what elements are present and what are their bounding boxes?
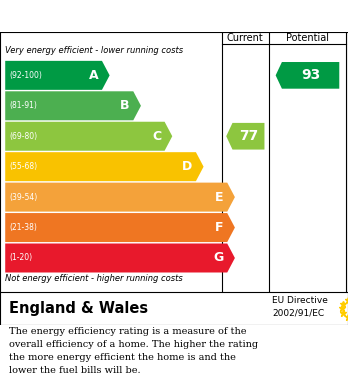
Text: A: A — [89, 69, 98, 82]
Text: (55-68): (55-68) — [9, 162, 38, 171]
Polygon shape — [5, 91, 141, 120]
Polygon shape — [5, 152, 204, 181]
Text: D: D — [182, 160, 192, 173]
Text: EU Directive
2002/91/EC: EU Directive 2002/91/EC — [272, 296, 328, 317]
Text: E: E — [215, 191, 224, 204]
Polygon shape — [5, 122, 172, 151]
Text: (92-100): (92-100) — [9, 71, 42, 80]
Polygon shape — [276, 62, 339, 89]
Text: (69-80): (69-80) — [9, 132, 38, 141]
Polygon shape — [5, 213, 235, 242]
Polygon shape — [226, 123, 264, 150]
Text: The energy efficiency rating is a measure of the
overall efficiency of a home. T: The energy efficiency rating is a measur… — [9, 326, 258, 375]
Text: Not energy efficient - higher running costs: Not energy efficient - higher running co… — [5, 274, 183, 283]
Text: Energy Efficiency Rating: Energy Efficiency Rating — [9, 9, 230, 23]
Text: Very energy efficient - lower running costs: Very energy efficient - lower running co… — [5, 47, 183, 56]
Text: (39-54): (39-54) — [9, 193, 38, 202]
Text: C: C — [152, 130, 161, 143]
Text: 93: 93 — [301, 68, 321, 83]
Text: (21-38): (21-38) — [9, 223, 37, 232]
Polygon shape — [5, 183, 235, 212]
Polygon shape — [5, 244, 235, 273]
Text: B: B — [120, 99, 130, 112]
Text: Potential: Potential — [286, 33, 329, 43]
Text: England & Wales: England & Wales — [9, 301, 148, 316]
Text: F: F — [215, 221, 224, 234]
Polygon shape — [5, 61, 110, 90]
Text: (1-20): (1-20) — [9, 253, 32, 262]
Text: 77: 77 — [239, 129, 259, 143]
Text: G: G — [214, 251, 224, 264]
Text: Current: Current — [227, 33, 264, 43]
Text: (81-91): (81-91) — [9, 101, 37, 110]
